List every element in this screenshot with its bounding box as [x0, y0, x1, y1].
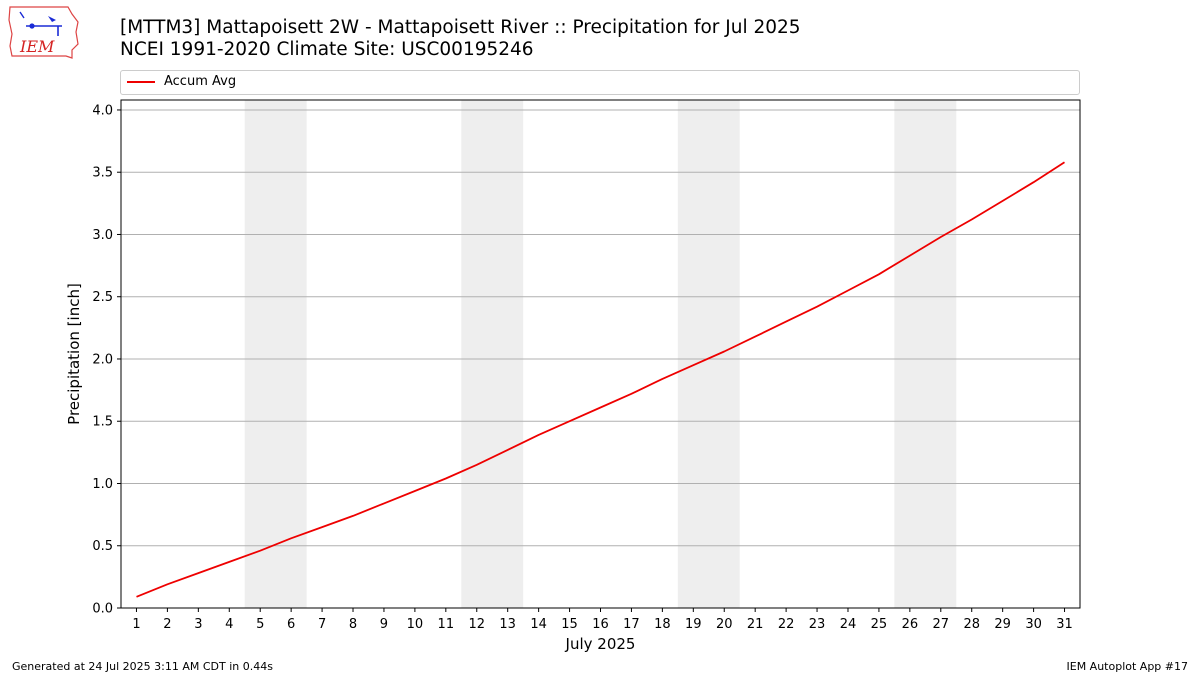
- legend-swatch: [127, 81, 155, 83]
- x-tick-label: 4: [225, 617, 233, 632]
- x-tick-label: 23: [809, 617, 826, 632]
- x-tick-label: 28: [963, 617, 980, 632]
- legend-label: Accum Avg: [164, 74, 237, 89]
- iem-logo: IEM: [8, 6, 79, 59]
- weekend-band: [894, 100, 957, 608]
- x-tick-label: 1: [132, 617, 140, 632]
- x-axis-label: July 2025: [565, 635, 636, 653]
- x-tick-label: 15: [561, 617, 578, 632]
- logo-text: IEM: [19, 37, 55, 56]
- y-tick-label: 0.5: [92, 539, 113, 554]
- legend: Accum Avg: [120, 70, 1080, 95]
- footer-generated: Generated at 24 Jul 2025 3:11 AM CDT in …: [12, 660, 273, 673]
- weekend-band: [677, 100, 740, 608]
- y-tick-label: 2.0: [92, 352, 113, 367]
- y-tick-label: 0.0: [92, 602, 113, 617]
- x-tick-label: 2: [163, 617, 171, 632]
- plot-frame: [120, 99, 1081, 609]
- x-tick-label: 24: [840, 617, 857, 632]
- x-tick-label: 18: [654, 617, 671, 632]
- chart-title: [MTTM3] Mattapoisett 2W - Mattapoisett R…: [120, 17, 801, 38]
- x-tick-label: 26: [902, 617, 919, 632]
- x-tick-label: 21: [747, 617, 764, 632]
- y-tick-label: 1.0: [92, 477, 113, 492]
- series-line-accum-avg: [136, 161, 1065, 598]
- weekend-band: [244, 100, 307, 608]
- x-tick-label: 19: [685, 617, 702, 632]
- x-tick-label: 17: [623, 617, 640, 632]
- x-tick-label: 10: [407, 617, 424, 632]
- x-tick-label: 6: [287, 617, 295, 632]
- x-tick-label: 31: [1056, 617, 1073, 632]
- x-tick-label: 3: [194, 617, 202, 632]
- x-tick-label: 13: [499, 617, 516, 632]
- x-tick-label: 5: [256, 617, 264, 632]
- chart-subtitle: NCEI 1991-2020 Climate Site: USC00195246: [120, 39, 534, 60]
- x-tick-label: 12: [468, 617, 485, 632]
- x-tick-label: 9: [380, 617, 388, 632]
- y-tick-label: 3.5: [92, 166, 113, 181]
- x-tick-label: 20: [716, 617, 733, 632]
- footer-app: IEM Autoplot App #17: [1066, 660, 1189, 673]
- x-tick-label: 27: [933, 617, 950, 632]
- weekend-band: [461, 100, 524, 608]
- x-tick-label: 7: [318, 617, 326, 632]
- iowa-state-outline-weather-station-icon: [8, 6, 79, 59]
- x-tick-label: 11: [438, 617, 455, 632]
- y-tick-label: 2.5: [92, 290, 113, 305]
- x-tick-label: 14: [530, 617, 547, 632]
- x-tick-label: 29: [994, 617, 1011, 632]
- y-tick-label: 1.5: [92, 415, 113, 430]
- x-tick-label: 22: [778, 617, 795, 632]
- x-tick-label: 30: [1025, 617, 1042, 632]
- y-tick-label: 4.0: [92, 103, 113, 118]
- x-tick-label: 8: [349, 617, 357, 632]
- x-tick-label: 16: [592, 617, 609, 632]
- y-axis-label: Precipitation [inch]: [65, 283, 83, 425]
- y-tick-label: 3.0: [92, 228, 113, 243]
- x-tick-label: 25: [871, 617, 888, 632]
